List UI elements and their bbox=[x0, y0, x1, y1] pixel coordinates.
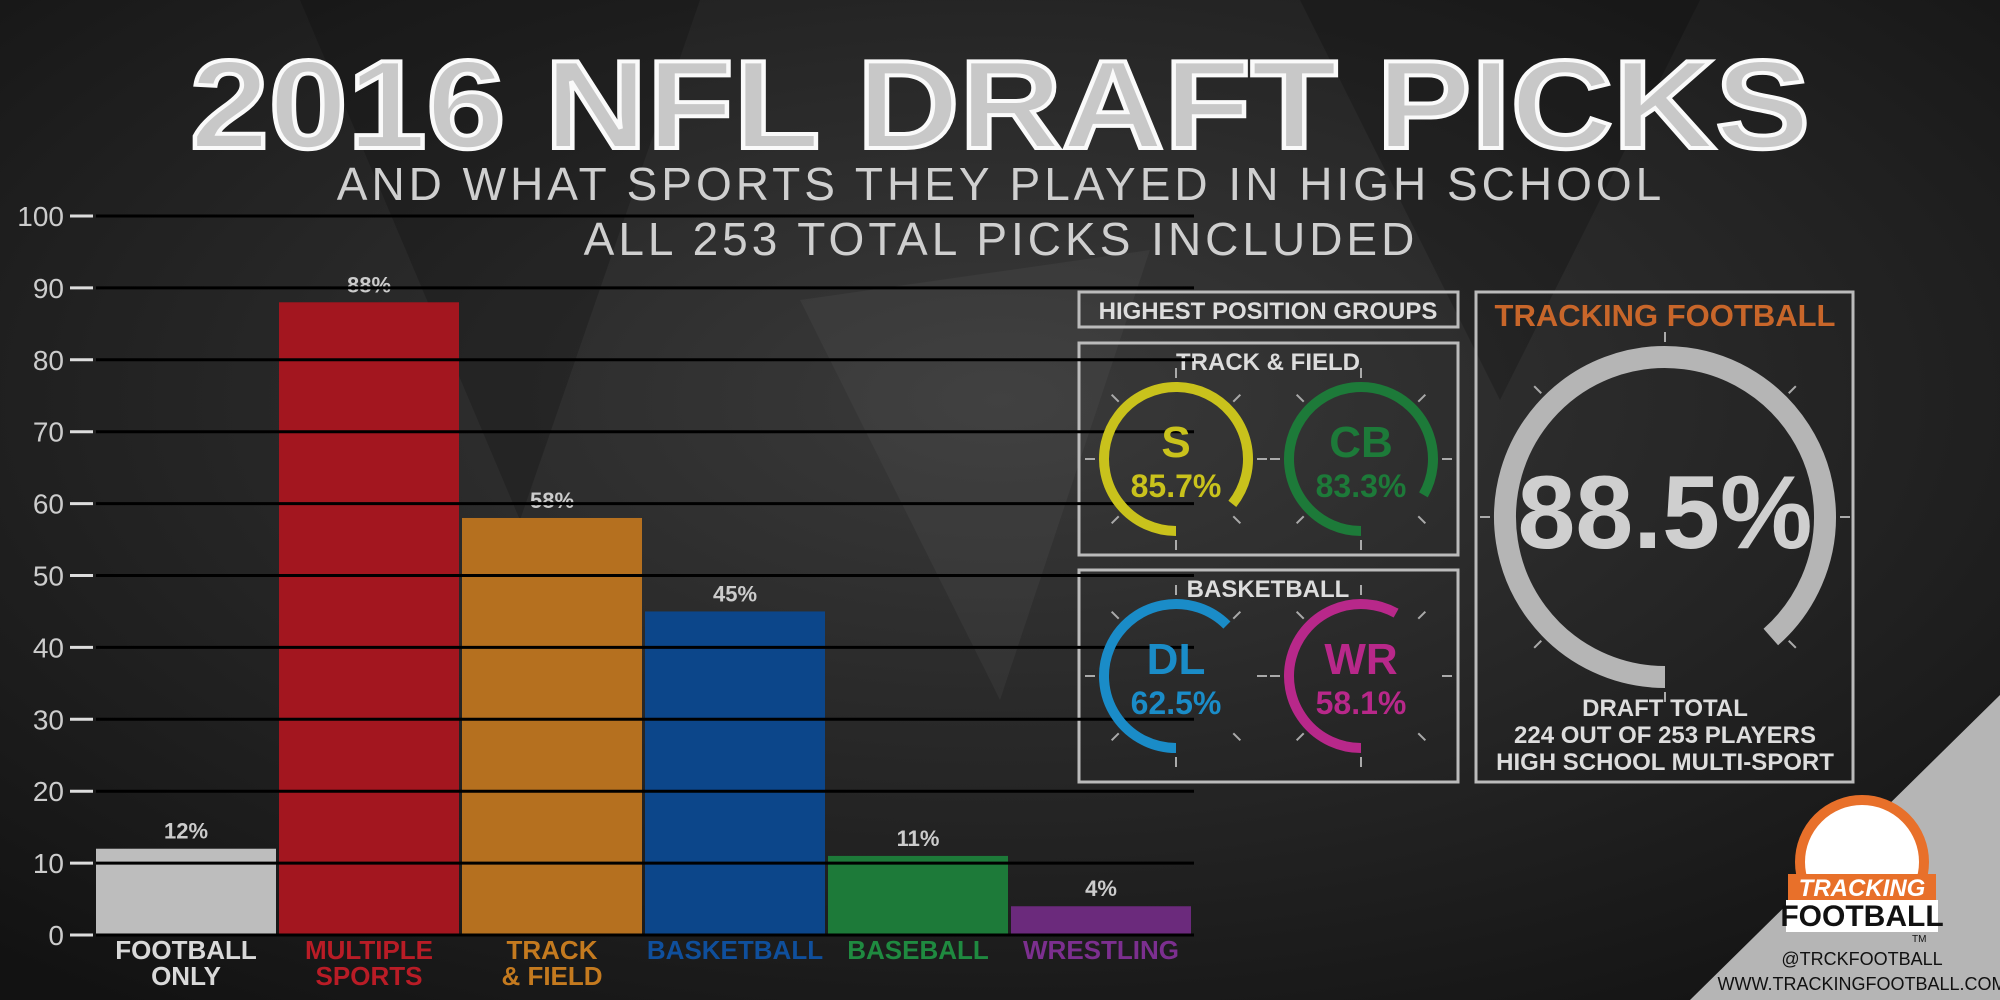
group-name: TRACK & FIELD bbox=[1176, 349, 1360, 376]
x-tick-label: TRACK bbox=[507, 935, 598, 965]
value-label: 11% bbox=[897, 826, 940, 851]
panel bbox=[1474, 290, 1855, 784]
position-label: DL bbox=[1147, 635, 1206, 684]
x-tick-label: & FIELD bbox=[501, 961, 602, 991]
logo-banner bbox=[1788, 874, 1936, 900]
value-label: 12% bbox=[164, 819, 208, 844]
y-tick-label: 70 bbox=[33, 417, 64, 448]
gauge-tick bbox=[1788, 385, 1797, 394]
gauge-tick bbox=[1295, 515, 1305, 525]
subtitle: AND WHAT SPORTS THEY PLAYED IN HIGH SCHO… bbox=[337, 158, 1665, 210]
gauge-tick bbox=[1417, 732, 1427, 742]
gauge-tick bbox=[1110, 610, 1120, 620]
gauge-arc bbox=[1099, 382, 1253, 536]
tracking-title: TRACKING FOOTBALL bbox=[1495, 298, 1836, 333]
y-tick-label: 30 bbox=[33, 704, 64, 735]
chart-title: 2016 NFL DRAFT PICKS bbox=[190, 34, 1810, 175]
gauge-tick bbox=[1232, 515, 1242, 525]
gauge-tick bbox=[1232, 732, 1242, 742]
bar bbox=[1011, 906, 1191, 935]
note: 224 OUT OF 253 PLAYERS bbox=[1514, 722, 1816, 749]
subtitle: ALL 253 TOTAL PICKS INCLUDED bbox=[584, 213, 1419, 265]
panel bbox=[1077, 341, 1460, 557]
position-value: 58.1% bbox=[1316, 685, 1407, 721]
panel-title: HIGHEST POSITION GROUPS bbox=[1099, 298, 1438, 325]
value-label: 58% bbox=[530, 488, 574, 513]
logo-tm: TM bbox=[1912, 934, 1926, 945]
x-tick-label: ONLY bbox=[151, 961, 221, 991]
position-value: 83.3% bbox=[1316, 468, 1407, 504]
gauge-tick bbox=[1295, 732, 1305, 742]
gauge-arc bbox=[1284, 382, 1438, 536]
value-label: 4% bbox=[1085, 876, 1117, 901]
y-tick-label: 20 bbox=[33, 776, 64, 807]
y-tick-label: 90 bbox=[33, 273, 64, 304]
gauge-tick bbox=[1417, 610, 1427, 620]
bar bbox=[645, 611, 825, 935]
gauge-tick bbox=[1232, 393, 1242, 403]
logo-top: TRACKING bbox=[1799, 875, 1926, 902]
gauge-arc bbox=[1099, 599, 1231, 753]
group-name: BASKETBALL bbox=[1187, 576, 1350, 603]
y-tick-label: 60 bbox=[33, 489, 64, 520]
bg-shard bbox=[300, 0, 700, 520]
position-value: 85.7% bbox=[1131, 468, 1222, 504]
tracking-value: 88.5% bbox=[1518, 455, 1813, 571]
panel bbox=[1077, 568, 1460, 784]
panel bbox=[1077, 290, 1460, 329]
gauge-tick bbox=[1533, 385, 1542, 394]
gauge-arc bbox=[1284, 599, 1399, 753]
bar bbox=[462, 517, 642, 935]
gauge-tick bbox=[1417, 393, 1427, 403]
gauge-tick bbox=[1533, 640, 1542, 649]
gauge-tick bbox=[1295, 610, 1305, 620]
y-tick-label: 100 bbox=[17, 201, 64, 232]
bar bbox=[828, 855, 1008, 935]
position-label: WR bbox=[1324, 635, 1397, 684]
gauge-tick bbox=[1110, 393, 1120, 403]
gauge-tick bbox=[1417, 515, 1427, 525]
gauge-tick bbox=[1788, 640, 1797, 649]
y-tick-label: 80 bbox=[33, 345, 64, 376]
note: HIGH SCHOOL MULTI-SPORT bbox=[1496, 749, 1834, 776]
y-tick-label: 0 bbox=[48, 920, 64, 951]
x-tick-label: SPORTS bbox=[316, 961, 423, 991]
gauge-tick bbox=[1110, 732, 1120, 742]
position-label: S bbox=[1161, 418, 1190, 467]
gauge-arc bbox=[1494, 346, 1836, 688]
logo-handle: @TRCKFOOTBALL bbox=[1781, 949, 1942, 969]
y-tick-label: 10 bbox=[33, 848, 64, 879]
logo-bottom: FOOTBALL bbox=[1780, 900, 1943, 933]
logo-plate bbox=[1786, 900, 1938, 932]
gauge-tick bbox=[1110, 515, 1120, 525]
gauge-tick bbox=[1232, 610, 1242, 620]
x-tick-label: BASKETBALL bbox=[647, 935, 823, 965]
value-label: 45% bbox=[713, 581, 757, 606]
x-tick-label: MULTIPLE bbox=[305, 935, 433, 965]
value-label: 88% bbox=[347, 272, 391, 297]
y-tick-label: 50 bbox=[33, 561, 64, 592]
bg-shard bbox=[800, 250, 1150, 700]
x-tick-label: WRESTLING bbox=[1023, 935, 1179, 965]
bg-shard bbox=[1300, 0, 1700, 400]
logo-url: WWW.TRACKINGFOOTBALL.COM bbox=[1717, 974, 2000, 994]
y-tick-label: 40 bbox=[33, 632, 64, 663]
bar bbox=[279, 302, 459, 935]
x-tick-label: BASEBALL bbox=[847, 935, 989, 965]
gauge-tick bbox=[1295, 393, 1305, 403]
position-label: CB bbox=[1329, 418, 1393, 467]
position-value: 62.5% bbox=[1131, 685, 1222, 721]
x-tick-label: FOOTBALL bbox=[115, 935, 257, 965]
